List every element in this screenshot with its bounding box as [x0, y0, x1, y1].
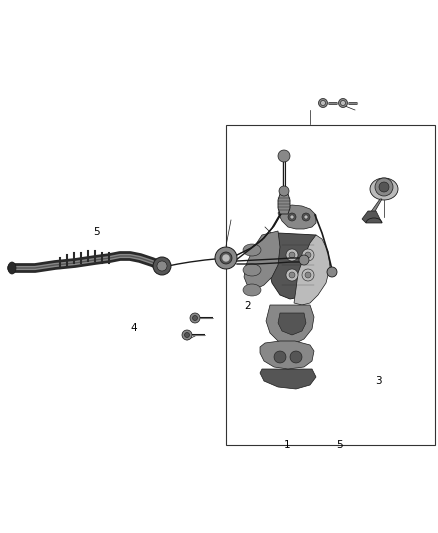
Text: 3: 3 [375, 376, 382, 386]
Text: 2: 2 [244, 302, 251, 311]
Polygon shape [244, 231, 280, 289]
Circle shape [157, 261, 167, 271]
Circle shape [192, 316, 198, 320]
Circle shape [290, 215, 294, 219]
Polygon shape [278, 194, 290, 214]
Polygon shape [362, 211, 382, 223]
Circle shape [302, 269, 314, 281]
Circle shape [182, 330, 192, 340]
Circle shape [289, 252, 295, 258]
Polygon shape [260, 341, 314, 369]
Circle shape [339, 99, 347, 108]
Circle shape [318, 99, 328, 108]
Circle shape [304, 215, 308, 219]
Circle shape [302, 213, 310, 221]
Circle shape [279, 186, 289, 196]
Circle shape [223, 255, 229, 261]
Polygon shape [278, 313, 306, 335]
Circle shape [184, 333, 190, 337]
Text: 4: 4 [130, 323, 137, 333]
Circle shape [288, 213, 296, 221]
Circle shape [220, 252, 232, 264]
Ellipse shape [243, 264, 261, 276]
Circle shape [321, 101, 325, 106]
Circle shape [379, 182, 389, 192]
Circle shape [290, 351, 302, 363]
Circle shape [153, 257, 171, 275]
Circle shape [286, 249, 298, 261]
Circle shape [375, 178, 393, 196]
Circle shape [305, 252, 311, 258]
Circle shape [305, 272, 311, 278]
Bar [226, 125, 435, 445]
Ellipse shape [8, 262, 16, 274]
Circle shape [299, 255, 309, 265]
Circle shape [340, 101, 346, 106]
Circle shape [215, 247, 237, 269]
Circle shape [274, 351, 286, 363]
Polygon shape [266, 305, 314, 345]
Circle shape [278, 150, 290, 162]
Text: 5: 5 [93, 227, 100, 237]
Circle shape [302, 249, 314, 261]
Ellipse shape [243, 244, 261, 256]
Circle shape [289, 272, 295, 278]
Polygon shape [294, 235, 330, 305]
Circle shape [286, 269, 298, 281]
Circle shape [327, 267, 337, 277]
Polygon shape [370, 199, 382, 213]
Ellipse shape [243, 284, 261, 296]
Polygon shape [260, 369, 316, 389]
Text: 1: 1 [283, 440, 290, 450]
Ellipse shape [370, 178, 398, 200]
Polygon shape [268, 233, 318, 299]
Text: 5: 5 [336, 440, 343, 450]
Circle shape [190, 313, 200, 323]
Polygon shape [278, 205, 316, 229]
